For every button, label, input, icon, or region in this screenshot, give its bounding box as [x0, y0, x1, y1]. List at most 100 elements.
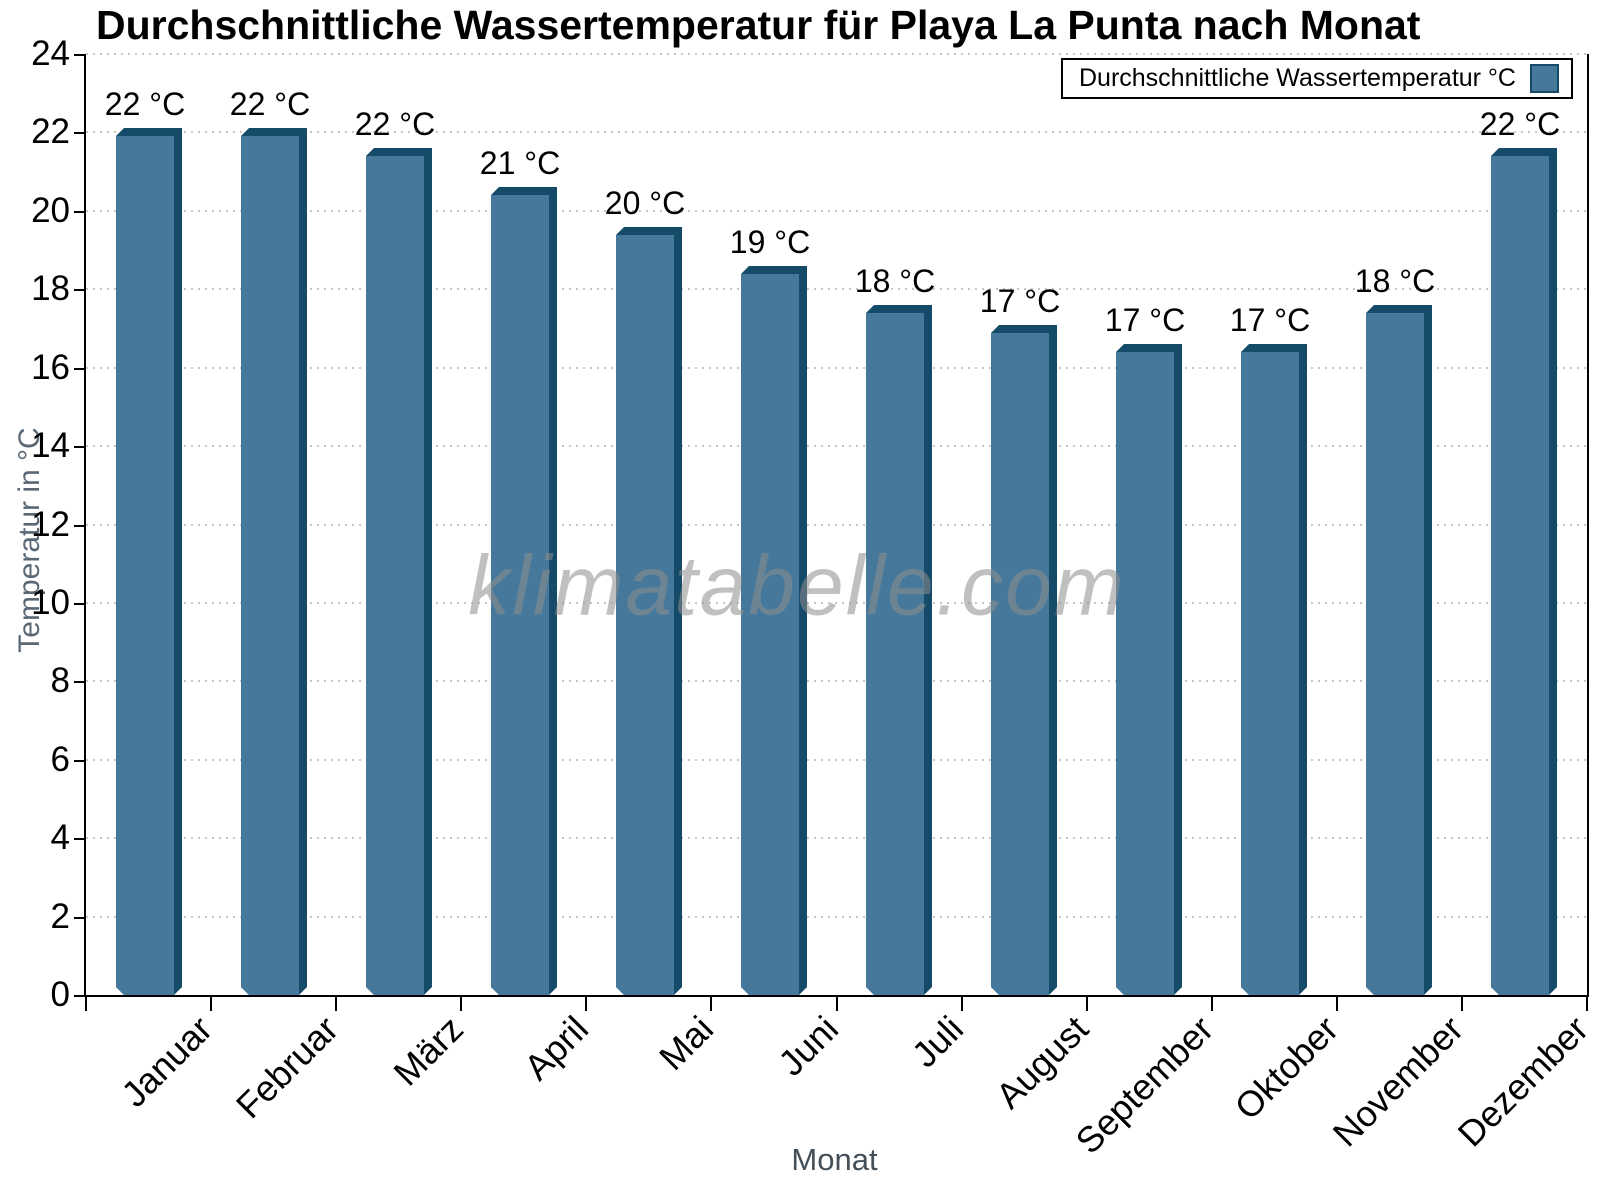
- y-tick: [74, 838, 85, 841]
- bar-value-label: 20 °C: [604, 185, 686, 221]
- x-tick: [210, 997, 213, 1011]
- x-tick: [710, 997, 713, 1011]
- x-tick-label: August: [987, 1008, 1097, 1117]
- bar-januar: [116, 128, 182, 995]
- x-tick: [1210, 997, 1213, 1011]
- x-tick-label: Januar: [113, 1008, 221, 1115]
- bar-november: [1366, 305, 1432, 995]
- bar-face: [866, 313, 924, 995]
- bar-face: [1491, 156, 1549, 995]
- y-tick: [74, 210, 85, 213]
- y-tick-label: 14: [31, 426, 70, 466]
- y-tick: [74, 602, 85, 605]
- x-tick: [335, 997, 338, 1011]
- x-tick: [585, 997, 588, 1011]
- plot-area: 22 °C 22 °C 22 °C 21 °C 20 °C 19 °C 18 °C 17 °C…: [84, 53, 1589, 997]
- y-tick: [74, 995, 85, 997]
- legend: Durchschnittliche Wassertemperatur °C: [1061, 58, 1573, 99]
- bar-value-label: 19 °C: [729, 224, 811, 260]
- bar-märz: [366, 148, 432, 995]
- bar-face: [741, 274, 799, 995]
- bar-juni: [741, 266, 807, 995]
- bar-value-label: 18 °C: [1354, 263, 1436, 299]
- y-tick-label: 18: [31, 269, 70, 309]
- y-tick-label: 12: [31, 504, 70, 544]
- legend-swatch: [1530, 64, 1559, 93]
- y-tick: [74, 524, 85, 527]
- y-tick-label: 16: [31, 347, 70, 387]
- bar-value-label: 17 °C: [1104, 302, 1186, 338]
- y-tick-label: 20: [31, 190, 70, 230]
- bar-mai: [616, 227, 682, 995]
- bar-value-label: 22 °C: [1479, 106, 1561, 142]
- bar-juli: [866, 305, 932, 995]
- x-tick-label: November: [1324, 1008, 1472, 1155]
- x-tick: [460, 997, 463, 1011]
- bar-face: [991, 333, 1049, 995]
- gridline: [86, 837, 1587, 840]
- x-tick: [1460, 997, 1463, 1011]
- bar-face: [366, 156, 424, 995]
- y-tick: [74, 289, 85, 292]
- gridline: [86, 915, 1587, 918]
- x-tick: [835, 997, 838, 1011]
- bar-face: [241, 136, 299, 995]
- x-tick-label: Juli: [903, 1008, 972, 1076]
- y-tick-label: 6: [50, 739, 70, 779]
- x-tick-label: Mai: [650, 1008, 721, 1079]
- bar-face: [491, 195, 549, 995]
- chart-title: Durchschnittliche Wassertemperatur für P…: [96, 2, 1421, 48]
- y-tick-label: 22: [31, 112, 70, 152]
- x-tick: [1085, 997, 1088, 1011]
- bar-value-label: 17 °C: [1229, 302, 1311, 338]
- x-axis-title: Monat: [791, 1142, 878, 1177]
- gridline: [86, 53, 1587, 55]
- gridline: [86, 131, 1587, 134]
- x-tick: [85, 997, 87, 1011]
- bar-dezember: [1491, 148, 1557, 995]
- y-tick: [74, 759, 85, 762]
- x-tick-label: Dezember: [1450, 1008, 1597, 1155]
- y-tick-label: 10: [31, 582, 70, 622]
- gridline: [86, 523, 1587, 526]
- bar-face: [116, 136, 174, 995]
- bar-face: [1366, 313, 1424, 995]
- bar-value-label: 17 °C: [979, 283, 1061, 319]
- bar-face: [616, 235, 674, 995]
- gridline: [86, 288, 1587, 291]
- y-tick: [74, 54, 85, 56]
- x-tick: [1586, 997, 1588, 1011]
- bar-value-label: 22 °C: [354, 106, 436, 142]
- bar-value-label: 22 °C: [229, 86, 311, 122]
- bar-value-label: 21 °C: [479, 145, 561, 181]
- y-tick-label: 4: [50, 818, 70, 858]
- bar-face: [1116, 352, 1174, 995]
- gridline: [86, 366, 1587, 369]
- bar-august: [991, 325, 1057, 995]
- bar-september: [1116, 344, 1182, 995]
- y-tick-label: 0: [50, 975, 70, 1014]
- bar-value-label: 22 °C: [104, 86, 186, 122]
- y-tick-label: 8: [50, 661, 70, 701]
- y-tick: [74, 681, 85, 684]
- x-tick-label: Februar: [227, 1008, 346, 1127]
- y-tick-label: 2: [50, 896, 70, 936]
- y-tick: [74, 132, 85, 135]
- y-tick: [74, 916, 85, 919]
- gridline: [86, 209, 1587, 212]
- bar-value-label: 18 °C: [854, 263, 936, 299]
- bar-april: [491, 187, 557, 995]
- x-tick: [1335, 997, 1338, 1011]
- y-tick: [74, 446, 85, 449]
- x-tick-label: Oktober: [1226, 1008, 1347, 1128]
- x-tick-label: Juni: [770, 1008, 846, 1084]
- gridline: [86, 680, 1587, 683]
- bar-oktober: [1241, 344, 1307, 995]
- bar-februar: [241, 128, 307, 995]
- y-tick: [74, 367, 85, 370]
- x-tick-label: März: [385, 1008, 471, 1094]
- x-tick: [960, 997, 963, 1011]
- legend-label: Durchschnittliche Wassertemperatur °C: [1079, 64, 1516, 92]
- bar-face: [1241, 352, 1299, 995]
